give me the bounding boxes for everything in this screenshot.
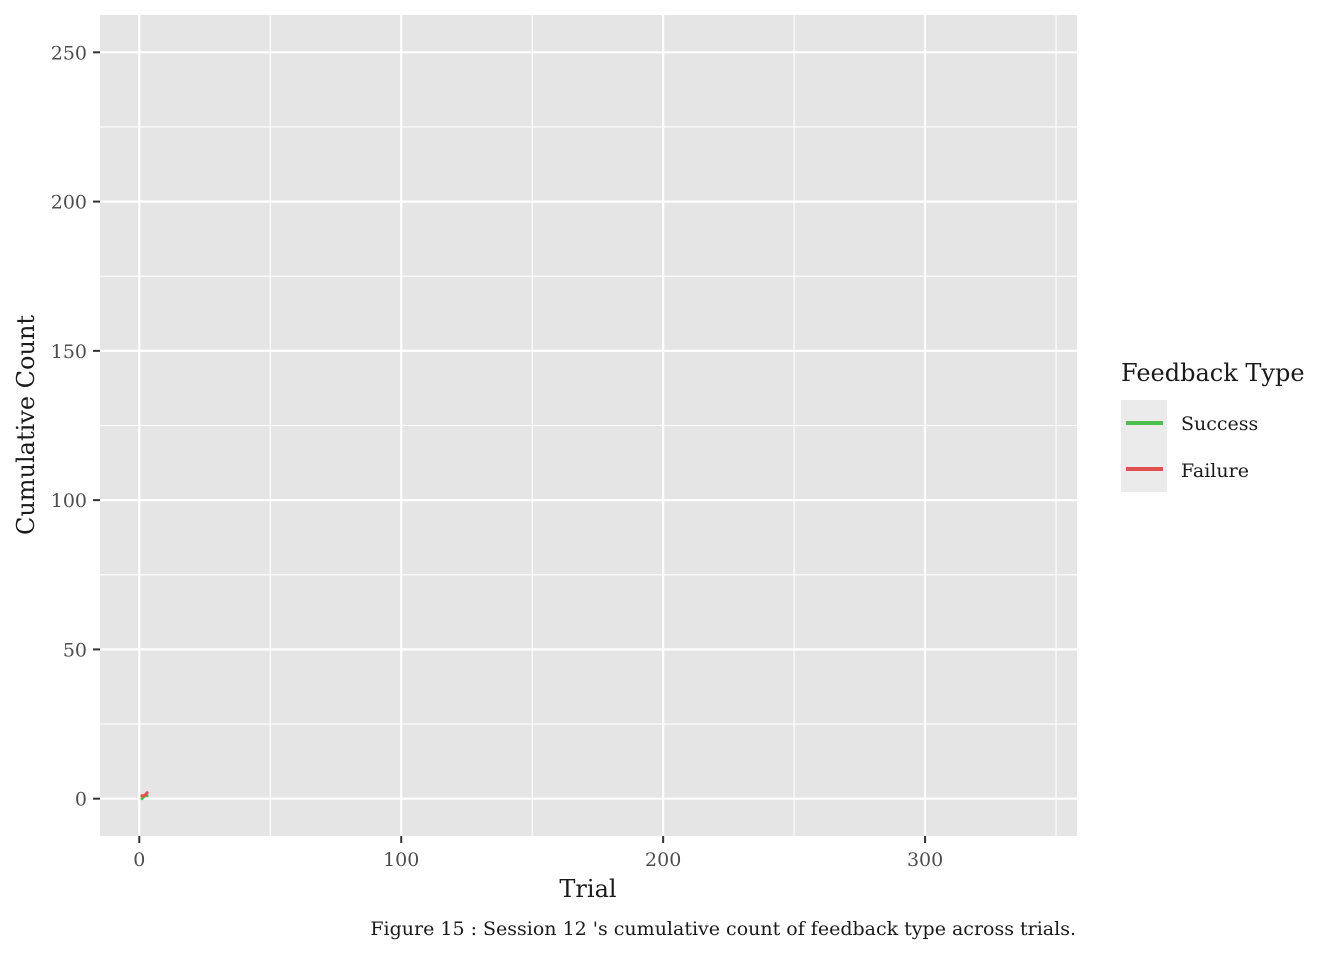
x-tick-label: 0 xyxy=(133,849,145,871)
y-axis: 0 50 100 150 200 250 xyxy=(51,42,100,811)
y-tick-label: 0 xyxy=(75,789,87,811)
grid-major xyxy=(100,15,1077,836)
y-tick-label: 250 xyxy=(51,42,87,64)
x-axis-title: Trial xyxy=(559,875,616,903)
legend: Feedback Type Success Failure xyxy=(1121,359,1305,492)
y-tick-label: 50 xyxy=(63,639,87,661)
y-axis-title: Cumulative Count xyxy=(12,315,40,535)
series-layer xyxy=(140,791,149,801)
legend-title: Feedback Type xyxy=(1121,359,1305,387)
y-tick-label: 150 xyxy=(51,341,87,363)
x-axis: 0 100 200 300 xyxy=(133,836,943,871)
legend-label-success: Success xyxy=(1181,413,1258,435)
legend-label-failure: Failure xyxy=(1181,460,1249,482)
figure-caption: Figure 15 : Session 12 's cumulative cou… xyxy=(370,918,1076,940)
y-tick-label: 100 xyxy=(51,490,87,512)
x-tick-label: 100 xyxy=(383,849,419,871)
series-line-failure xyxy=(140,791,149,798)
legend-key-background xyxy=(1121,400,1167,492)
y-tick-label: 200 xyxy=(51,192,87,214)
x-tick-label: 200 xyxy=(645,849,681,871)
x-tick-label: 300 xyxy=(907,849,943,871)
grid-minor xyxy=(100,15,1077,836)
